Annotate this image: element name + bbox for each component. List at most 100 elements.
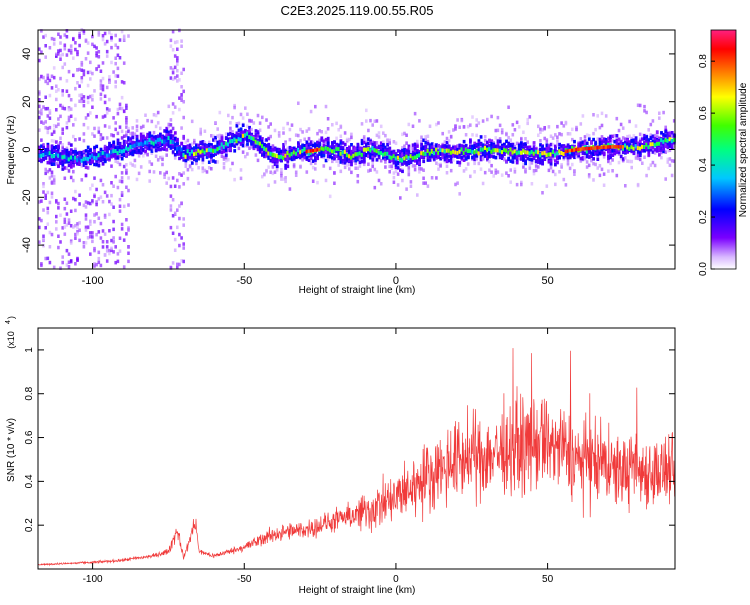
spectrogram-cell — [148, 143, 152, 148]
spectrogram-cell — [418, 161, 421, 165]
spectrogram-cell — [526, 150, 530, 155]
spectrogram-cell — [184, 150, 188, 155]
spectrogram-cell — [176, 69, 179, 73]
spectrogram-cell — [401, 158, 405, 163]
spectrogram-cell — [666, 157, 670, 162]
spectrogram-cell — [621, 157, 625, 161]
spectrogram-cell — [95, 114, 98, 119]
spectrogram-cell — [277, 149, 281, 154]
colorbar-tick-label: 0.4 — [698, 158, 709, 172]
spectrogram-cell — [428, 124, 432, 128]
spectrogram-cell — [95, 156, 99, 161]
spectrogram-cell — [579, 143, 583, 147]
spectrogram-cell — [666, 160, 670, 164]
spectrogram-cell — [411, 143, 415, 147]
spectrogram-cell — [76, 225, 79, 229]
spectrogram-cell — [167, 136, 171, 140]
spectrogram-cell — [420, 139, 423, 144]
spectrogram-cell — [275, 157, 279, 161]
spectrogram-cell — [494, 128, 498, 133]
spectrogram-cell — [509, 159, 513, 163]
spectrogram-cell — [178, 96, 181, 100]
spectrogram-cell — [369, 168, 372, 172]
spectrogram-cell — [585, 133, 589, 137]
spectrogram-cell — [99, 69, 103, 73]
spectrogram-cell — [205, 148, 209, 153]
spectrogram-cell — [129, 142, 133, 147]
spectrogram-cell — [384, 145, 387, 150]
spectrogram-cell — [416, 154, 419, 159]
spectrogram-cell — [632, 146, 636, 151]
spectrogram-cell — [93, 153, 96, 157]
spectrogram-cell — [241, 133, 245, 138]
spectrogram-cell — [628, 119, 631, 124]
spectrogram-cell — [575, 151, 578, 155]
spectrogram-cell — [554, 159, 557, 163]
spectrogram-cell — [105, 49, 109, 54]
spectrogram-cell — [152, 135, 156, 139]
spectrogram-cell — [99, 156, 103, 161]
spectrogram-cell — [320, 138, 324, 142]
spectrogram-cell — [294, 149, 298, 154]
spectrogram-cell — [176, 56, 179, 60]
spectrogram-cell — [216, 147, 220, 152]
spectrogram-cell — [655, 142, 659, 146]
spectrogram-cell — [456, 154, 460, 159]
spectrogram-cell — [337, 149, 341, 154]
spectrogram-cell — [63, 225, 67, 229]
spectrogram-cell — [515, 155, 519, 160]
spectrogram-cell — [534, 168, 538, 173]
spectrogram-cell — [224, 158, 228, 163]
spectrogram-cell — [82, 103, 86, 108]
spectrogram-cell — [609, 161, 612, 166]
spectrogram-cell — [384, 157, 387, 161]
spectrogram-cell — [371, 153, 375, 158]
spectrogram-cell — [131, 151, 135, 155]
spectrogram-cell — [197, 155, 201, 160]
spectrogram-cell — [409, 146, 413, 151]
snr-y-tick-label: 1 — [24, 347, 35, 353]
spectrogram-cell — [146, 143, 150, 147]
spectrogram-cell — [127, 129, 130, 134]
spectrogram-cell — [390, 151, 394, 156]
spectrogram-cell — [165, 129, 169, 134]
spectrogram-cell — [65, 121, 69, 125]
spectrogram-cell — [607, 169, 610, 173]
spectrogram-cell — [439, 145, 443, 149]
spectrogram-cell — [78, 193, 81, 197]
spectrogram-cell — [479, 155, 483, 159]
spectrogram-cell — [254, 129, 258, 133]
spectrogram-cell — [42, 105, 45, 109]
spectrogram-cell — [40, 144, 43, 148]
spectrogram-cell — [72, 73, 75, 78]
spectrogram-cell — [651, 146, 655, 150]
spectrogram-cell — [318, 144, 322, 149]
spectrogram-cell — [159, 137, 162, 142]
spectrogram-cell — [575, 127, 578, 132]
spectrogram-cell — [50, 170, 54, 174]
spectrogram-cell — [647, 138, 651, 142]
spectrogram-cell — [396, 166, 400, 170]
spectrogram-cell — [624, 140, 627, 145]
spectrogram-cell — [110, 202, 113, 206]
spectrogram-cell — [407, 172, 411, 177]
spectrogram-cell — [182, 89, 185, 94]
spectrogram-cell — [101, 150, 105, 155]
spectrogram-cell — [91, 199, 94, 203]
spectrogram-cell — [594, 162, 597, 167]
spectrogram-cell — [613, 145, 617, 149]
spectrogram-cell — [273, 156, 277, 160]
spectrogram-cell — [38, 158, 41, 162]
spectrogram-cell — [447, 158, 451, 163]
spectrogram-cell — [48, 200, 52, 205]
spectrogram-cell — [142, 154, 145, 158]
spectrogram-cell — [120, 136, 124, 140]
spectrogram-cell — [517, 143, 521, 148]
spectrogram-cell — [282, 126, 285, 131]
spectrogram-cell — [464, 155, 468, 159]
spectrogram-cell — [93, 262, 96, 266]
spectrogram-cell — [492, 174, 495, 178]
spectrogram-cell — [392, 149, 396, 154]
spectrogram-cell — [222, 144, 226, 149]
